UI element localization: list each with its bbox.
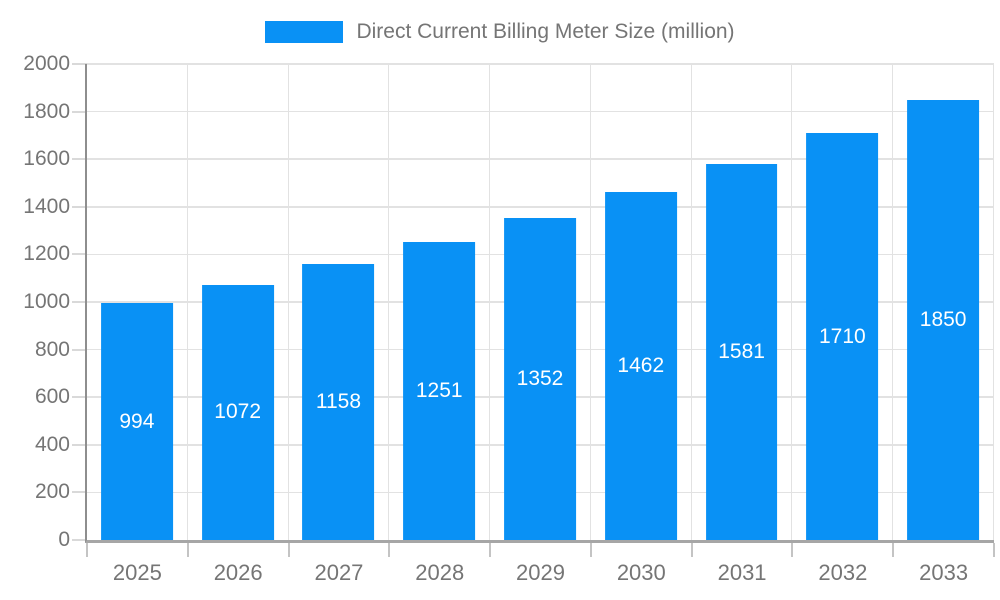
x-tick-label-2029: 2029 [516, 560, 565, 585]
x-tick-mark-9 [993, 543, 995, 557]
bar-value-label-2028: 1251 [415, 379, 463, 403]
y-tick-label-200: 200 [34, 480, 70, 504]
y-tick-label-2000: 2000 [23, 52, 70, 75]
x-tick-label-2031: 2031 [717, 560, 767, 585]
column-2031: 1581 [692, 64, 793, 540]
bar-2032[interactable]: 1710 [806, 133, 879, 540]
y-tick-label-1800: 1800 [23, 99, 70, 123]
bar-2030[interactable]: 1462 [604, 192, 677, 540]
x-tick-label-2027: 2027 [314, 560, 364, 585]
y-tick-label-800: 800 [34, 337, 70, 361]
y-tick-mark-800 [72, 348, 87, 351]
y-tick-mark-2000 [72, 63, 87, 65]
column-2025: 994 [87, 64, 188, 540]
x-tick-label-2033: 2033 [919, 560, 969, 585]
x-tick-mark-8 [892, 543, 895, 557]
bar-columns: 994 1072 1158 1251 1352 1462 1581 1710 1850 [87, 64, 995, 540]
bar-2029[interactable]: 1352 [504, 218, 576, 540]
y-tick-label-1600: 1600 [23, 147, 70, 171]
x-tick-mark-1 [186, 543, 189, 557]
y-tick-mark-1000 [72, 301, 87, 303]
y-tick-label-1200: 1200 [23, 242, 70, 266]
x-axis-ticks [86, 543, 995, 557]
y-tick-label-1400: 1400 [23, 194, 70, 218]
bar-value-label-2026: 1072 [214, 400, 262, 424]
column-2027: 1158 [289, 64, 390, 540]
x-tick-mark-2 [287, 543, 290, 557]
bar-2025[interactable]: 994 [100, 303, 173, 540]
bar-value-label-2033: 1850 [919, 307, 967, 331]
column-2033: 1850 [893, 64, 995, 540]
bar-value-label-2025: 994 [119, 409, 155, 433]
y-tick-label-400: 400 [34, 432, 70, 456]
x-tick-mark-4 [489, 543, 492, 557]
column-2029: 1352 [490, 64, 591, 540]
bar-2033[interactable]: 1850 [907, 99, 980, 540]
x-tick-mark-0 [86, 543, 88, 557]
bar-value-label-2027: 1158 [315, 390, 362, 414]
column-2028: 1251 [389, 64, 491, 540]
legend[interactable]: Direct Current Billing Meter Size (milli… [0, 20, 1000, 44]
y-tick-label-0: 0 [58, 528, 70, 551]
y-tick-mark-1800 [72, 110, 87, 113]
column-2032: 1710 [792, 64, 894, 540]
y-axis-labels: 0 200 400 600 800 1000 1200 1400 1600 1800 2000 [0, 52, 70, 551]
x-tick-mark-5 [589, 543, 592, 557]
x-tick-mark-7 [791, 543, 794, 557]
x-tick-label-2026: 2026 [213, 560, 263, 585]
x-tick-label-2030: 2030 [616, 560, 666, 585]
x-tick-label-2025: 2025 [112, 560, 162, 585]
x-tick-label-2032: 2032 [818, 560, 868, 585]
x-tick-mark-6 [690, 543, 693, 557]
y-tick-label-600: 600 [34, 385, 70, 409]
y-tick-mark-0 [72, 539, 87, 541]
y-tick-mark-1400 [72, 205, 87, 208]
bar-value-label-2030: 1462 [617, 354, 665, 378]
y-tick-mark-400 [72, 443, 87, 446]
y-axis-ticks [72, 63, 87, 541]
y-tick-mark-1200 [72, 253, 87, 256]
x-axis-labels: 2025 2026 2027 2028 2029 2030 2031 2032 2033 [87, 560, 994, 586]
legend-swatch-icon [265, 21, 344, 43]
y-tick-mark-600 [72, 396, 87, 399]
bar-2026[interactable]: 1072 [201, 284, 274, 540]
bar-value-label-2032: 1710 [818, 324, 866, 348]
legend-label: Direct Current Billing Meter Size (milli… [356, 20, 735, 43]
y-tick-mark-200 [72, 491, 87, 494]
plot-area: 994 1072 1158 1251 1352 1462 1581 1710 1850 [85, 63, 995, 543]
column-2030: 1462 [591, 64, 692, 540]
bar-value-label-2029: 1352 [516, 367, 564, 391]
bar-2028[interactable]: 1251 [403, 242, 476, 540]
bar-2031[interactable]: 1581 [705, 163, 778, 540]
y-tick-label-1000: 1000 [23, 290, 70, 313]
bar-2027[interactable]: 1158 [302, 264, 375, 540]
x-tick-mark-3 [388, 543, 391, 557]
x-tick-label-2028: 2028 [415, 560, 465, 585]
y-tick-mark-1600 [72, 158, 87, 161]
bar-value-label-2031: 1581 [718, 339, 765, 363]
column-2026: 1072 [188, 64, 289, 540]
